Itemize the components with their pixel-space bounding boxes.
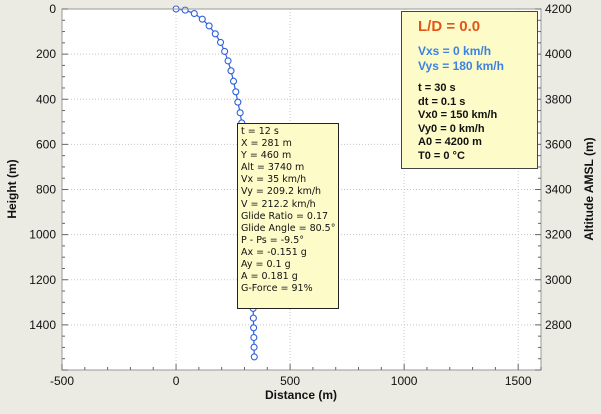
y2-tick-label: 3800	[545, 92, 572, 106]
y-tick-label: 0	[49, 2, 56, 16]
trajectory-point	[181, 6, 189, 14]
trajectory-point	[221, 47, 229, 55]
x-tick-label: -500	[50, 374, 74, 388]
trajectory-point	[227, 67, 235, 75]
tooltip-line: Alt = 3740 m	[241, 162, 305, 174]
t-label: t = 30 s	[418, 82, 456, 94]
y-axis-title: Height (m)	[5, 159, 19, 218]
y-tick-label: 400	[36, 92, 56, 106]
x-tick-label: 0	[173, 374, 180, 388]
trajectory-point	[216, 38, 225, 46]
x-axis-title: Distance (m)	[265, 388, 337, 402]
y2-tick-label: 3400	[545, 183, 572, 197]
trajectory-point	[229, 77, 238, 85]
trajectory-point	[249, 314, 257, 322]
tooltip-line: Glide Ratio = 0.17	[241, 210, 329, 222]
y2-tick-label: 4000	[545, 47, 572, 61]
y-tick-label: 600	[36, 137, 56, 151]
vxs-label: Vxs = 0 km/h	[418, 44, 492, 58]
tooltip-line: t = 12 s	[241, 126, 279, 137]
tooltip-line: Vx = 35 km/h	[241, 174, 307, 186]
tooltip-line: Vy = 209.2 km/h	[241, 186, 322, 198]
parameters-panel: L/D = 0.0 Vxs = 0 km/h Vys = 180 km/h t …	[401, 11, 538, 169]
y2-tick-label: 2800	[545, 318, 572, 332]
tooltip-line: G-Force = 91%	[241, 283, 313, 295]
trajectory-point	[250, 324, 258, 332]
trajectory-point	[190, 9, 198, 18]
tooltip-line: X = 281 m	[241, 138, 292, 150]
x-tick-label: 500	[280, 374, 300, 388]
trajectory-point	[224, 57, 232, 65]
y2-tick-label: 3600	[545, 137, 572, 151]
tooltip-line: Ax = -0.151 g	[241, 246, 307, 258]
ld-ratio-label: L/D = 0.0	[418, 18, 481, 35]
x-tick-label: 1500	[505, 374, 532, 388]
trajectory-point	[236, 109, 244, 117]
t0-label: T0 = 0 °C	[418, 149, 465, 162]
trajectory-point	[250, 343, 258, 351]
trajectory-point	[234, 98, 242, 106]
tooltip-line: Y = 460 m	[241, 150, 292, 162]
trajectory-point	[250, 333, 258, 342]
trajectory-point	[211, 30, 219, 38]
tooltip-line: Ay = 0.1 g	[241, 259, 291, 271]
y2-tick-label: 3200	[545, 228, 572, 242]
y2-tick-label: 4200	[545, 2, 572, 16]
y2-axis-title: Altitude AMSL (m)	[582, 137, 596, 240]
trajectory-point	[232, 88, 240, 96]
y-tick-label: 200	[36, 47, 56, 61]
trajectory-point	[250, 353, 258, 361]
x-tick-label: 1000	[391, 374, 418, 388]
vys-label: Vys = 180 km/h	[418, 59, 504, 73]
y-tick-label: 1200	[29, 273, 56, 287]
point-tooltip: t = 12 s X = 281 m Y = 460 m Alt = 3740 …	[237, 123, 339, 309]
tooltip-line: A = 0.181 g	[241, 271, 298, 283]
tooltip-line: V = 212.2 km/h	[241, 198, 316, 210]
trajectory-point	[198, 15, 206, 23]
y2-tick-label: 3000	[545, 273, 572, 287]
dt-label: dt = 0.1 s	[418, 95, 466, 108]
a0-label: A0 = 4200 m	[418, 136, 482, 148]
y-tick-label: 1000	[29, 228, 56, 242]
vy0-label: Vy0 = 0 km/h	[418, 122, 485, 135]
vx0-label: Vx0 = 150 km/h	[418, 109, 498, 121]
trajectory-point	[205, 22, 213, 30]
y-tick-label: 800	[36, 183, 56, 197]
tooltip-line: Glide Angle = 80.5°	[241, 222, 336, 234]
y-tick-label: 1400	[29, 318, 56, 332]
ticks-layer: -500 0 500 1000 1500 0 200 400 600 800 1000 1200 140…	[29, 2, 572, 388]
tooltip-line: P - Ps = -9.5°	[241, 234, 304, 246]
